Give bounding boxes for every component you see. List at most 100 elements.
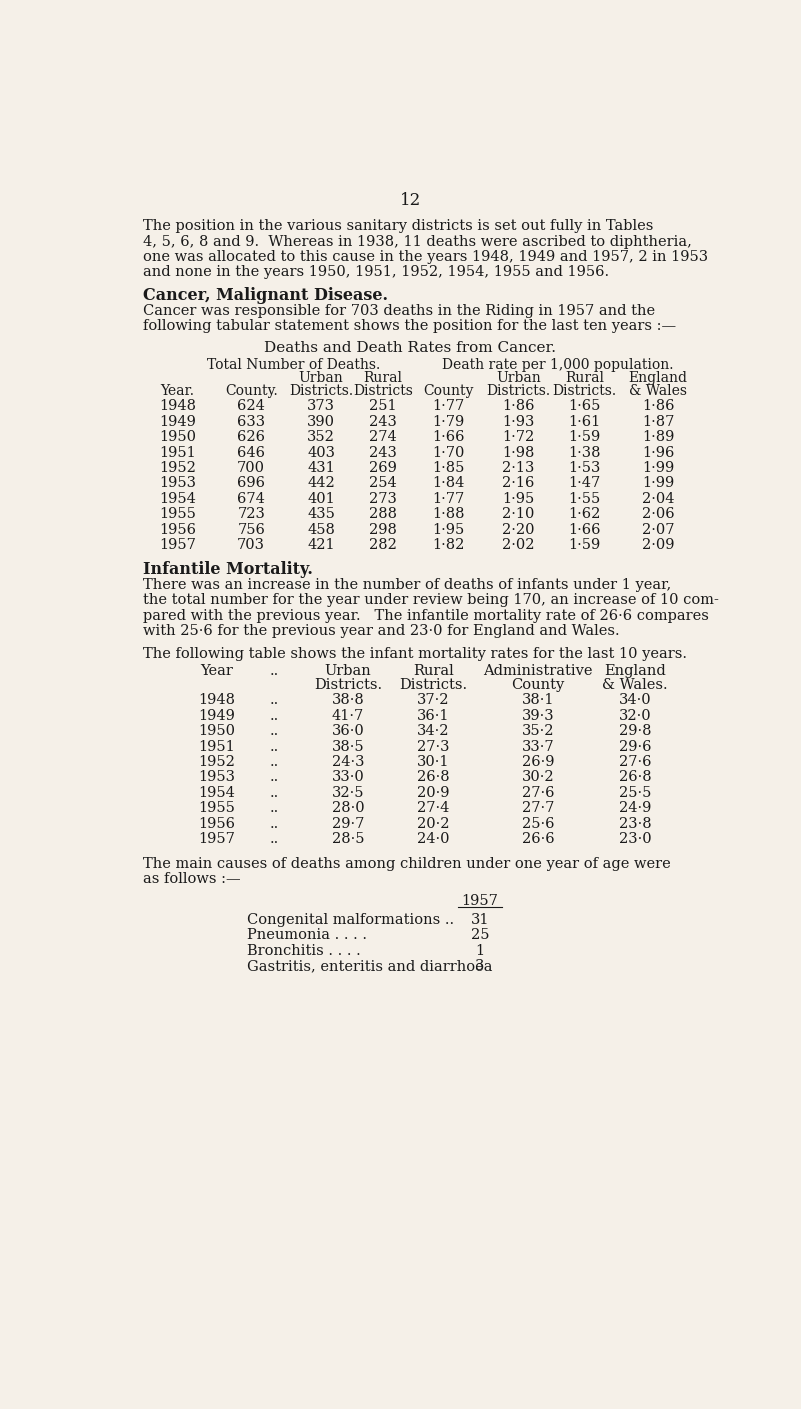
- Text: England: England: [629, 371, 687, 385]
- Text: 1·77: 1·77: [433, 492, 465, 506]
- Text: 1·59: 1·59: [569, 538, 601, 552]
- Text: 1·96: 1·96: [642, 445, 674, 459]
- Text: 633: 633: [237, 414, 265, 428]
- Text: ..: ..: [270, 709, 279, 723]
- Text: 1956: 1956: [198, 817, 235, 831]
- Text: County.: County.: [225, 383, 278, 397]
- Text: 25: 25: [471, 929, 489, 943]
- Text: 1·66: 1·66: [433, 430, 465, 444]
- Text: 12: 12: [400, 192, 421, 209]
- Text: The position in the various sanitary districts is set out fully in Tables: The position in the various sanitary dis…: [143, 220, 653, 232]
- Text: 1957: 1957: [198, 833, 235, 845]
- Text: England: England: [604, 664, 666, 678]
- Text: Urban: Urban: [299, 371, 344, 385]
- Text: 1948: 1948: [198, 693, 235, 707]
- Text: 458: 458: [307, 523, 335, 537]
- Text: 646: 646: [237, 445, 265, 459]
- Text: 1·55: 1·55: [569, 492, 601, 506]
- Text: 403: 403: [307, 445, 335, 459]
- Text: Bronchitis . . . .: Bronchitis . . . .: [248, 944, 361, 958]
- Text: 1·95: 1·95: [502, 492, 535, 506]
- Text: ..: ..: [270, 740, 279, 754]
- Text: 1948: 1948: [159, 399, 196, 413]
- Text: 352: 352: [307, 430, 335, 444]
- Text: 1953: 1953: [159, 476, 196, 490]
- Text: 1·70: 1·70: [433, 445, 465, 459]
- Text: 30·2: 30·2: [521, 771, 554, 785]
- Text: 1954: 1954: [198, 786, 235, 800]
- Text: 24·3: 24·3: [332, 755, 364, 769]
- Text: the total number for the year under review being 170, an increase of 10 com-: the total number for the year under revi…: [143, 593, 718, 607]
- Text: 282: 282: [369, 538, 397, 552]
- Text: 1: 1: [475, 944, 485, 958]
- Text: 401: 401: [307, 492, 335, 506]
- Text: 269: 269: [369, 461, 397, 475]
- Text: 1·53: 1·53: [569, 461, 601, 475]
- Text: 1957: 1957: [159, 538, 196, 552]
- Text: 2·04: 2·04: [642, 492, 674, 506]
- Text: Year: Year: [200, 664, 233, 678]
- Text: 34·2: 34·2: [417, 724, 449, 738]
- Text: 2·13: 2·13: [502, 461, 535, 475]
- Text: Total Number of Deaths.: Total Number of Deaths.: [207, 358, 380, 372]
- Text: 29·7: 29·7: [332, 817, 364, 831]
- Text: 274: 274: [369, 430, 396, 444]
- Text: 27·6: 27·6: [521, 786, 554, 800]
- Text: There was an increase in the number of deaths of infants under 1 year,: There was an increase in the number of d…: [143, 578, 671, 592]
- Text: 34·0: 34·0: [618, 693, 651, 707]
- Text: 2·10: 2·10: [502, 507, 535, 521]
- Text: 696: 696: [237, 476, 265, 490]
- Text: 2·16: 2·16: [502, 476, 535, 490]
- Text: ..: ..: [270, 817, 279, 831]
- Text: Rural: Rural: [364, 371, 402, 385]
- Text: ..: ..: [270, 664, 279, 678]
- Text: 1951: 1951: [159, 445, 196, 459]
- Text: 27·7: 27·7: [521, 802, 554, 816]
- Text: Deaths and Death Rates from Cancer.: Deaths and Death Rates from Cancer.: [264, 341, 556, 355]
- Text: 1·82: 1·82: [433, 538, 465, 552]
- Text: 20·9: 20·9: [417, 786, 449, 800]
- Text: one was allocated to this cause in the years 1948, 1949 and 1957, 2 in 1953: one was allocated to this cause in the y…: [143, 249, 708, 263]
- Text: 703: 703: [237, 538, 265, 552]
- Text: Cancer, Malignant Disease.: Cancer, Malignant Disease.: [143, 287, 388, 304]
- Text: 27·3: 27·3: [417, 740, 449, 754]
- Text: 1·61: 1·61: [569, 414, 601, 428]
- Text: 2·06: 2·06: [642, 507, 674, 521]
- Text: 1956: 1956: [159, 523, 196, 537]
- Text: 700: 700: [237, 461, 265, 475]
- Text: 442: 442: [307, 476, 335, 490]
- Text: 1·84: 1·84: [433, 476, 465, 490]
- Text: 243: 243: [369, 445, 397, 459]
- Text: 1·65: 1·65: [569, 399, 601, 413]
- Text: 254: 254: [369, 476, 396, 490]
- Text: 2·09: 2·09: [642, 538, 674, 552]
- Text: 1·72: 1·72: [502, 430, 535, 444]
- Text: 29·8: 29·8: [618, 724, 651, 738]
- Text: 1952: 1952: [159, 461, 196, 475]
- Text: Urban: Urban: [497, 371, 541, 385]
- Text: Congenital malformations ..: Congenital malformations ..: [248, 913, 454, 927]
- Text: and none in the years 1950, 1951, 1952, 1954, 1955 and 1956.: and none in the years 1950, 1951, 1952, …: [143, 265, 609, 279]
- Text: 1955: 1955: [159, 507, 196, 521]
- Text: Rural: Rural: [565, 371, 604, 385]
- Text: Cancer was responsible for 703 deaths in the Riding in 1957 and the: Cancer was responsible for 703 deaths in…: [143, 304, 655, 318]
- Text: Infantile Mortality.: Infantile Mortality.: [143, 561, 312, 578]
- Text: 28·5: 28·5: [332, 833, 364, 845]
- Text: Districts.: Districts.: [553, 383, 617, 397]
- Text: 723: 723: [237, 507, 265, 521]
- Text: 33·7: 33·7: [521, 740, 554, 754]
- Text: 25·6: 25·6: [521, 817, 554, 831]
- Text: 243: 243: [369, 414, 397, 428]
- Text: 31: 31: [471, 913, 489, 927]
- Text: ..: ..: [270, 833, 279, 845]
- Text: pared with the previous year.   The infantile mortality rate of 26·6 compares: pared with the previous year. The infant…: [143, 609, 709, 623]
- Text: 20·2: 20·2: [417, 817, 449, 831]
- Text: 3: 3: [475, 960, 485, 974]
- Text: following tabular statement shows the position for the last ten years :—: following tabular statement shows the po…: [143, 320, 676, 334]
- Text: ..: ..: [270, 786, 279, 800]
- Text: 1·38: 1·38: [568, 445, 601, 459]
- Text: 1·85: 1·85: [433, 461, 465, 475]
- Text: 1·87: 1·87: [642, 414, 674, 428]
- Text: 28·0: 28·0: [332, 802, 364, 816]
- Text: 23·8: 23·8: [618, 817, 651, 831]
